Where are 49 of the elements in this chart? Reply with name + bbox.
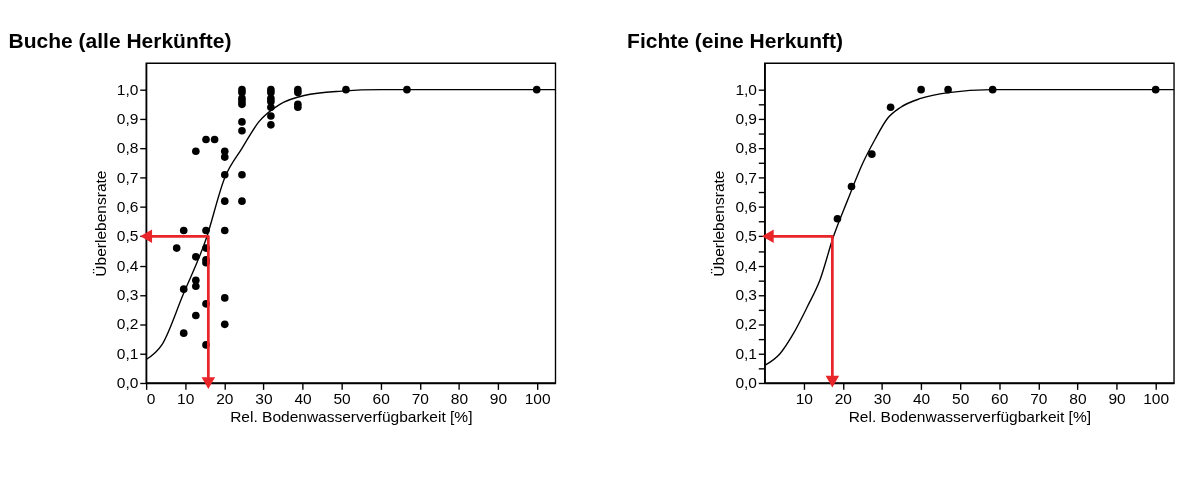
x-tick-label: 40	[294, 389, 313, 407]
x-tick-label: 50	[333, 389, 352, 407]
x-tick-label: 70	[411, 389, 430, 407]
x-tick-label: 50	[952, 389, 970, 407]
y-tick-label: 0,0	[735, 374, 758, 392]
chart-title: Fichte (eine Herkunft)	[627, 28, 843, 52]
y-tick-label: 0,1	[735, 344, 757, 362]
y-tick-label: 0,9	[116, 110, 139, 128]
x-axis-title: Rel. Bodenwasserverfügbarkeit [%]	[230, 407, 473, 425]
y-tick-label: 1,0	[735, 80, 758, 98]
y-tick-label: 0,0	[116, 374, 139, 392]
y-tick-label: 0,4	[735, 256, 758, 274]
x-tick-label: 90	[1108, 389, 1127, 407]
y-tick-label: 0,2	[116, 315, 139, 333]
y-tick-label: 0,1	[116, 344, 139, 362]
y-tick-label: 0,7	[735, 168, 757, 186]
x-tick-label: 40	[912, 389, 931, 407]
x-tick-label: 20	[216, 389, 234, 407]
x-tick-label: 30	[255, 389, 273, 407]
x-tick-label: 60	[372, 389, 391, 407]
y-tick-label: 0,2	[735, 315, 757, 333]
x-tick-label: 80	[450, 389, 469, 407]
y-tick-label: 0,9	[735, 110, 757, 128]
y-tick-label: 0,8	[116, 139, 139, 157]
x-tick-label: 30	[873, 389, 892, 407]
x-axis-title: Rel. Bodenwasserverfügbarkeit [%]	[848, 407, 1092, 425]
x-tick-label: 100	[1143, 389, 1170, 407]
x-tick-label: 10	[177, 389, 195, 407]
y-tick-label: 0,5	[116, 227, 139, 245]
y-tick-label: 0,6	[116, 198, 139, 216]
x-tick-label: 0	[146, 389, 156, 407]
x-tick-label: 60	[991, 389, 1009, 407]
y-tick-label: 1,0	[116, 80, 139, 98]
x-tick-label: 70	[1030, 389, 1048, 407]
y-tick-label: 0,8	[735, 139, 757, 157]
y-tick-label: 0,3	[735, 286, 757, 304]
chart-title: Buche (alle Herkünfte)	[8, 28, 232, 52]
x-tick-label: 20	[834, 389, 853, 407]
y-tick-label: 0,5	[735, 227, 757, 245]
y-tick-label: 0,4	[116, 256, 139, 274]
x-tick-label: 80	[1069, 389, 1087, 407]
x-tick-label: 10	[795, 389, 814, 407]
y-tick-label: 0,6	[735, 198, 757, 216]
x-tick-label: 100	[524, 389, 551, 407]
x-tick-label: 90	[489, 389, 508, 407]
y-axis-title: Überlebensrate	[710, 170, 728, 277]
y-axis-title: Überlebensrate	[91, 170, 109, 277]
y-tick-label: 0,7	[116, 168, 139, 186]
y-tick-label: 0,3	[116, 286, 139, 304]
